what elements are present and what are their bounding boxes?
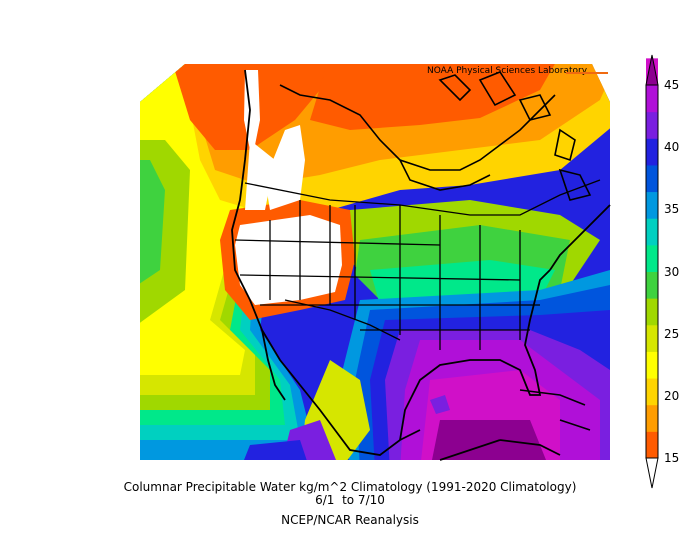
map-credit: NOAA Physical Sciences Laboratory (427, 66, 588, 76)
colorbar-tick-label: 20 (664, 388, 680, 403)
colorbar-segment (646, 138, 658, 166)
colorbar-segment (646, 271, 658, 299)
colorbar-segment (646, 404, 658, 432)
colorbar-segment (646, 244, 658, 272)
colorbar-frame (645, 84, 659, 459)
map-title-line2: 6/1 to 7/10 (315, 493, 385, 507)
map-source: NCEP/NCAR Reanalysis (281, 513, 419, 527)
colorbar-tick-label: 25 (664, 326, 680, 341)
colorbar-tick-label: 45 (664, 78, 680, 92)
colorbar-tick-label: 15 (664, 451, 680, 465)
colorbar-tick-label: 35 (664, 202, 680, 217)
colorbar (645, 54, 659, 489)
colorbar-tick-label: 40 (664, 140, 680, 155)
colorbar-segment (646, 191, 658, 219)
colorbar-segment (646, 111, 658, 139)
map-title-line1: Columnar Precipitable Water kg/m^2 Clima… (123, 480, 577, 494)
canada-arctic-coast (279, 71, 592, 431)
colorbar-segment (646, 351, 658, 379)
precipitable-water-field (140, 64, 610, 460)
political-boundaries (234, 179, 601, 350)
colorbar-segment (646, 324, 658, 352)
colorbar-segment (646, 298, 658, 326)
colorbar-segment (646, 431, 658, 459)
colorbar-segment (646, 378, 658, 406)
credit-underline (566, 72, 608, 74)
colorbar-tick-label: 30 (664, 264, 680, 279)
coastlines-and-borders (231, 69, 611, 461)
colorbar-segment (646, 164, 658, 193)
colorbar-segment (646, 85, 658, 113)
colorbar-segment (646, 218, 658, 246)
